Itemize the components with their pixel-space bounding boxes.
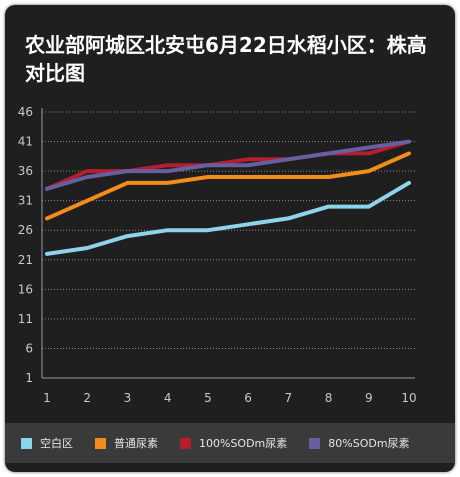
- y-tick-label: 16: [18, 282, 33, 296]
- chart-frame: 1 6 11 16 21 26 31 36 41 46 1 2 3 4 5 6 7 8 9 10 农业部阿城区北安屯6…: [5, 5, 455, 472]
- legend-label: 100%SODm尿素: [199, 437, 288, 450]
- x-tick-label: 8: [325, 391, 333, 405]
- y-tick-label: 6: [25, 341, 33, 355]
- x-tick-label: 3: [124, 391, 132, 405]
- chart-title: 农业部阿城区北安屯6月22日水稻小区：株高对比图: [25, 33, 427, 85]
- legend-label: 普通尿素: [114, 437, 158, 450]
- x-tick-label: 10: [401, 391, 416, 405]
- y-tick-label: 11: [18, 312, 33, 326]
- x-tick-label: 4: [164, 391, 172, 405]
- legend-label: 空白区: [40, 437, 73, 450]
- legend-swatch: [180, 437, 191, 449]
- y-tick-label: 36: [18, 164, 33, 178]
- legend-swatch: [309, 437, 321, 449]
- series-line-4: [45, 139, 411, 191]
- y-tick-label: 41: [18, 135, 33, 149]
- x-tick-label: 2: [83, 391, 91, 405]
- y-tick-label: 46: [18, 105, 33, 119]
- y-tick-label: 1: [25, 371, 33, 385]
- x-tick-label: 5: [204, 391, 212, 405]
- series-line-2: [45, 151, 411, 221]
- series-line-1: [45, 180, 411, 256]
- series-line-3: [45, 139, 411, 191]
- legend-swatch: [95, 437, 106, 449]
- legend-item: 80%SODm尿素: [309, 435, 410, 451]
- y-tick-label: 31: [18, 194, 33, 208]
- y-tick-label: 21: [18, 253, 33, 267]
- y-tick-label: 26: [18, 223, 33, 237]
- legend: 空白区 普通尿素 100%SODm尿素 80%SODm尿素: [5, 423, 455, 463]
- x-tick-label: 7: [285, 391, 293, 405]
- legend-label: 80%SODm尿素: [328, 437, 410, 450]
- x-tick-label: 6: [244, 391, 252, 405]
- legend-item: 普通尿素: [95, 435, 158, 451]
- legend-item: 空白区: [21, 435, 73, 451]
- x-tick-label: 9: [365, 391, 373, 405]
- legend-swatch: [21, 437, 32, 449]
- x-tick-label: 1: [43, 391, 51, 405]
- legend-item: 100%SODm尿素: [180, 435, 287, 451]
